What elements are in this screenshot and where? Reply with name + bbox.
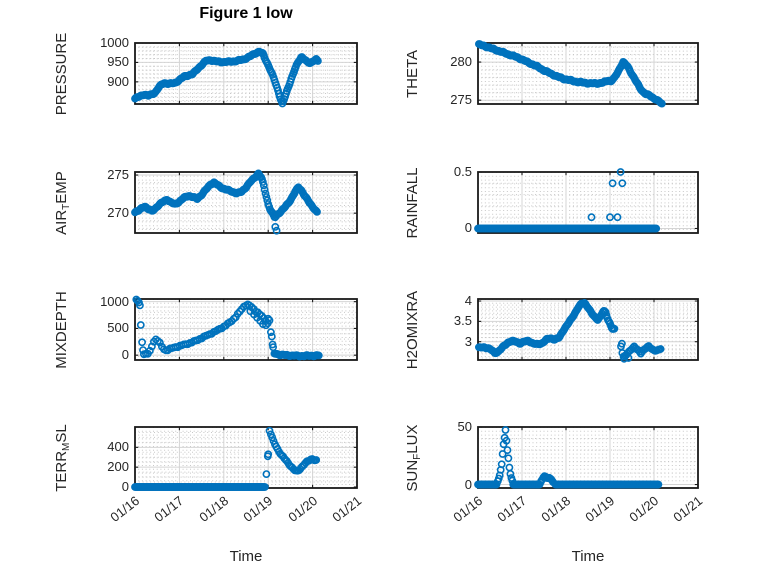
data-markers: [132, 295, 323, 361]
minor-grid: [478, 299, 699, 360]
axis-ticks: [477, 299, 699, 360]
subplot-mixdepth-plot: [132, 295, 358, 361]
y-tick-label: 3.5: [453, 313, 472, 329]
ylabel-text: SL: [53, 423, 70, 443]
y-tick-label: 400: [107, 439, 129, 455]
ylabel-text: TERR: [53, 450, 70, 492]
minor-grid: [478, 172, 699, 233]
axes-box: [134, 298, 358, 361]
axes-box: [477, 171, 699, 234]
y-tick-label: 275: [107, 167, 129, 183]
y-tick-label: 50: [457, 419, 472, 434]
axes-box: [134, 171, 358, 234]
ylabel-sunflux: SUNFLUX: [402, 383, 424, 533]
y-tick-label: 275: [450, 92, 472, 108]
y-tick-label: 0: [121, 347, 129, 363]
x-tick-label: 01/20: [626, 493, 662, 525]
axis-ticks: [134, 299, 358, 360]
x-tick-label: 01/17: [494, 493, 530, 525]
y-tick-label: 1000: [100, 35, 129, 50]
ylabel-text: F: [412, 453, 423, 460]
ylabel-text: H2OMIXRA: [404, 290, 421, 369]
ylabel-mixdepth: MIXDEPTH: [51, 255, 73, 405]
axes-box: [477, 42, 699, 105]
axis-ticks: [134, 42, 358, 104]
x-tick-label: 01/17: [151, 493, 187, 525]
x-tick-label: 01/21: [670, 493, 706, 525]
axes-box: [477, 298, 699, 361]
x-tick-label: 01/16: [450, 493, 486, 525]
ylabel-text: RAINFALL: [404, 167, 421, 238]
y-tick-label: 0.5: [453, 164, 472, 179]
ylabel-text: THETA: [404, 49, 421, 98]
ylabel-terrmsl: TERRMSL: [51, 383, 73, 533]
y-tick-label: 3: [464, 333, 472, 349]
ylabel-text: M: [61, 442, 72, 451]
y-tick-label: 0: [464, 220, 472, 236]
minor-grid: [135, 427, 358, 488]
minor-grid: [478, 427, 699, 488]
data-markers: [131, 47, 322, 108]
y-tick-label: 0: [121, 479, 129, 494]
y-tick-label: 1000: [100, 293, 129, 309]
y-tick-label: 500: [107, 320, 129, 336]
x-tick-label: 01/21: [329, 493, 365, 525]
subplot-airtemp-plot: [131, 169, 358, 235]
y-tick-label: 200: [107, 459, 129, 475]
y-tick-label: 950: [107, 54, 129, 70]
x-tick-label: 01/18: [538, 493, 574, 525]
data-markers: [131, 169, 321, 235]
ylabel-theta: THETA: [402, 0, 424, 149]
x-tick-label: 01/19: [582, 493, 618, 525]
subplot-h2omixra-plot: [475, 298, 699, 363]
y-tick-label: 270: [107, 205, 129, 221]
y-tick-label: 280: [450, 54, 472, 70]
data-markers: [474, 426, 663, 489]
ylabel-pressure: PRESSURE: [51, 0, 73, 149]
axes-box: [134, 42, 358, 105]
minor-grid: [478, 43, 699, 104]
ylabel-text: T: [61, 203, 72, 210]
x-tick-label: 01/19: [240, 493, 276, 525]
subplot-pressure-plot: [131, 42, 358, 108]
axis-ticks: [134, 172, 358, 233]
ylabel-text: PRESSURE: [53, 32, 70, 115]
data-markers: [475, 40, 666, 108]
ylabel-text: EMP: [53, 170, 70, 204]
subplot-theta-plot: [475, 40, 699, 108]
subplot-sunflux-plot: [474, 426, 699, 489]
data-markers: [474, 168, 661, 233]
subplot-rainfall-plot: [474, 168, 699, 234]
x-tick-label: 01/16: [107, 493, 143, 525]
subplot-terrmsl-plot: [131, 426, 358, 491]
y-tick-label: 900: [107, 73, 129, 89]
ylabel-text: SUN: [404, 459, 421, 491]
y-tick-label: 0: [464, 476, 472, 492]
figure-title: Figure 1 low: [199, 5, 293, 22]
axis-ticks: [134, 427, 358, 488]
x-tick-label: 01/20: [284, 493, 320, 525]
ylabel-h2omixra: H2OMIXRA: [402, 255, 424, 405]
ylabel-text: AIR: [53, 209, 70, 235]
data-markers: [475, 299, 665, 363]
ylabel-text: LUX: [404, 424, 421, 454]
ylabel-text: MIXDEPTH: [53, 290, 70, 369]
x-axis-label-left: Time: [229, 548, 263, 565]
minor-grid: [135, 43, 358, 104]
y-tick-label: 4: [464, 293, 472, 309]
x-axis-label-right: Time: [571, 548, 605, 565]
data-markers: [131, 426, 321, 491]
x-tick-label: 01/18: [196, 493, 232, 525]
